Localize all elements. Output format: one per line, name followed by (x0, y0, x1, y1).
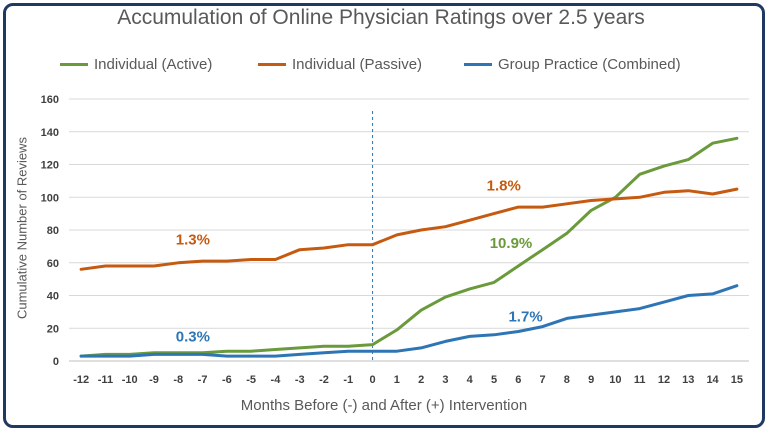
annotation-label: 1.8% (487, 178, 521, 195)
x-tick-label: 6 (515, 374, 521, 386)
legend-label-active: Individual (Active) (94, 56, 213, 73)
x-tick-label: -4 (271, 374, 282, 386)
y-tick-label: 80 (47, 225, 59, 237)
x-tick-label: 14 (706, 374, 719, 386)
x-tick-label: -1 (343, 374, 353, 386)
x-tick-label: 10 (609, 374, 621, 386)
x-tick-label: -9 (149, 374, 159, 386)
x-tick-label: 2 (418, 374, 424, 386)
x-tick-label: -8 (173, 374, 183, 386)
y-tick-label: 100 (41, 192, 59, 204)
x-tick-label: 12 (658, 374, 670, 386)
chart-title: Accumulation of Online Physician Ratings… (117, 6, 645, 29)
legend-item-active: Individual (Active) (60, 56, 212, 73)
x-tick-label: -10 (122, 374, 138, 386)
series-line-0 (79, 136, 739, 358)
legend-label-passive: Individual (Passive) (292, 56, 423, 73)
x-tick-label: 8 (564, 374, 570, 386)
series-line-2 (79, 284, 739, 358)
y-tick-label: 0 (53, 356, 59, 368)
x-tick-label: 4 (467, 374, 474, 386)
x-tick-label: -2 (319, 374, 329, 386)
series-line-1 (79, 187, 739, 271)
x-tick-label: -5 (246, 374, 256, 386)
x-tick-label: -11 (98, 374, 113, 386)
legend-swatch-group (464, 63, 492, 66)
x-tick-label: -6 (222, 374, 232, 386)
x-tick-label: 11 (634, 374, 646, 386)
y-tick-label: 40 (47, 291, 59, 303)
annotation-label: 1.7% (508, 309, 542, 326)
x-tick-label: -12 (73, 374, 89, 386)
legend-label-group: Group Practice (Combined) (498, 56, 681, 73)
y-tick-label: 20 (47, 323, 59, 335)
x-tick-label: 7 (540, 374, 546, 386)
x-tick-label: 9 (588, 374, 594, 386)
x-axis-label: Months Before (-) and After (+) Interven… (240, 397, 528, 414)
x-tick-label: -3 (295, 374, 305, 386)
y-tick-label: 120 (41, 160, 59, 172)
y-tick-label: 140 (41, 127, 59, 139)
chart-legend: Individual (Active) Individual (Passive)… (0, 56, 768, 78)
annotation-label: 0.3% (176, 328, 210, 345)
x-tick-label: 0 (370, 374, 376, 386)
legend-item-passive: Individual (Passive) (258, 56, 422, 73)
x-tick-label: 13 (682, 374, 694, 386)
y-tick-label: 160 (41, 94, 59, 106)
x-tick-label: -7 (198, 374, 208, 386)
annotation-label: 10.9% (490, 235, 533, 252)
x-tick-label: 5 (491, 374, 497, 386)
legend-swatch-passive (258, 63, 286, 66)
annotation-label: 1.3% (176, 232, 210, 249)
legend-swatch-active (60, 63, 88, 66)
legend-item-group: Group Practice (Combined) (464, 56, 681, 73)
y-tick-label: 60 (47, 258, 59, 270)
x-tick-label: 15 (731, 374, 743, 386)
x-tick-label: 3 (442, 374, 448, 386)
x-tick-label: 1 (394, 374, 400, 386)
